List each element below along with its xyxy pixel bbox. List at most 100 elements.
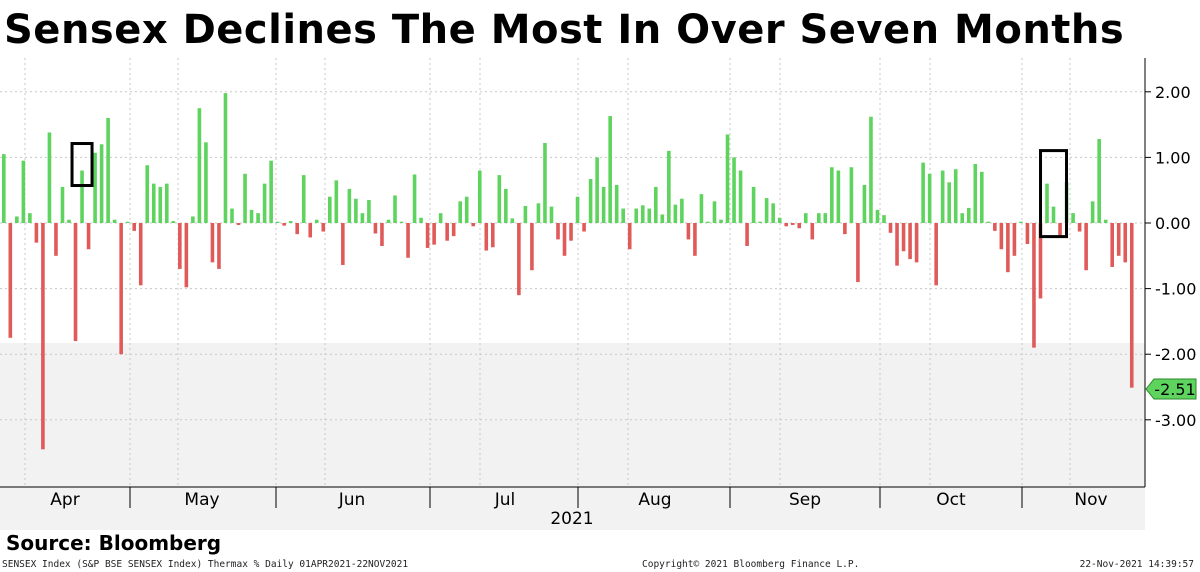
bar [517, 223, 521, 296]
bar [125, 221, 130, 223]
bar [262, 183, 267, 223]
bar [41, 223, 45, 450]
bar [373, 223, 378, 234]
bar [706, 221, 710, 223]
bar [230, 208, 234, 223]
chart-title: Sensex Declines The Most In Over Seven M… [4, 7, 1125, 53]
bar [15, 216, 19, 223]
y-tick-label: 0.00 [1155, 214, 1191, 233]
bar [275, 221, 280, 223]
bar [523, 205, 528, 223]
bar [491, 223, 495, 248]
bar [569, 223, 573, 241]
bar [830, 167, 834, 223]
bar [582, 223, 586, 232]
bar [445, 223, 449, 241]
bar [973, 163, 978, 223]
bar [725, 134, 730, 223]
bar [953, 169, 958, 223]
bar [895, 223, 899, 266]
bar [282, 223, 286, 226]
bar [817, 213, 821, 223]
bar [856, 223, 860, 283]
bar [732, 157, 736, 223]
bar [588, 179, 593, 223]
bar [1123, 223, 1128, 263]
bar [210, 223, 215, 263]
bar [510, 218, 515, 223]
bar [803, 213, 808, 223]
bar [908, 223, 912, 260]
bar [8, 223, 13, 338]
last-value-label: -2.51 [1154, 380, 1195, 399]
highlight-boxes [70, 142, 1069, 239]
x-tick-label: May [184, 490, 219, 510]
bar [562, 223, 567, 256]
bar [99, 144, 104, 223]
bar [243, 173, 247, 223]
footer-copyright: Copyright© 2021 Bloomberg Finance L.P. [642, 559, 860, 570]
bar [360, 213, 365, 223]
bar [960, 213, 965, 223]
bar [608, 116, 612, 223]
bar [1032, 223, 1036, 348]
bar [947, 182, 951, 223]
bar [464, 196, 469, 223]
bar [191, 216, 195, 223]
bar [640, 205, 645, 223]
bar [314, 219, 319, 223]
plot-background-bottom [0, 343, 1145, 487]
bar [399, 221, 404, 223]
bar [601, 186, 606, 223]
y-axis: 2.00 1.00 0.00 -1.00 -2.00 -3.00 [1145, 83, 1196, 430]
gridlines [0, 58, 1145, 487]
bar [1103, 219, 1108, 223]
footer-bar: SENSEX Index (S&P BSE SENSEX Index) Ther… [0, 557, 1200, 572]
bar [980, 171, 984, 223]
bar [67, 219, 71, 223]
bar [1110, 223, 1114, 267]
bar [406, 223, 410, 258]
y-tick-label: -2.00 [1155, 345, 1196, 364]
plot-background-top [0, 58, 1145, 343]
bar [178, 223, 182, 269]
bar [308, 223, 313, 238]
bar [1058, 223, 1062, 237]
bar [686, 223, 691, 240]
bar [940, 170, 945, 223]
bar [145, 165, 150, 223]
y-tick-label: 2.00 [1155, 83, 1191, 102]
bar [595, 157, 599, 223]
bar [745, 223, 749, 246]
bar [47, 132, 52, 223]
bar [1025, 223, 1030, 244]
bar [393, 195, 397, 223]
bar [1045, 183, 1049, 223]
x-tick-label: Aug [638, 490, 671, 510]
bar [1019, 221, 1023, 223]
bar [341, 223, 345, 265]
bar [875, 209, 880, 223]
x-tick-label: Apr [50, 490, 79, 510]
bar [28, 213, 32, 223]
bar [673, 204, 678, 223]
bar [419, 217, 423, 223]
bar [751, 186, 756, 223]
bar [901, 223, 906, 252]
bar [888, 223, 893, 233]
bar [771, 203, 775, 223]
last-value-tag [1145, 378, 1197, 400]
x-axis: Apr May Jun Jul Aug Sep Oct Nov [50, 487, 1108, 510]
x-tick-label: Sep [789, 490, 821, 510]
bar [530, 223, 534, 271]
bar [354, 198, 358, 223]
bar [112, 219, 117, 223]
bar [60, 186, 65, 223]
bar [438, 213, 443, 223]
last-value-callout: -2.51 [1145, 378, 1197, 400]
bar [204, 142, 208, 223]
bar [621, 208, 625, 223]
bar [301, 175, 306, 223]
bar [21, 160, 26, 223]
bar [249, 209, 254, 223]
